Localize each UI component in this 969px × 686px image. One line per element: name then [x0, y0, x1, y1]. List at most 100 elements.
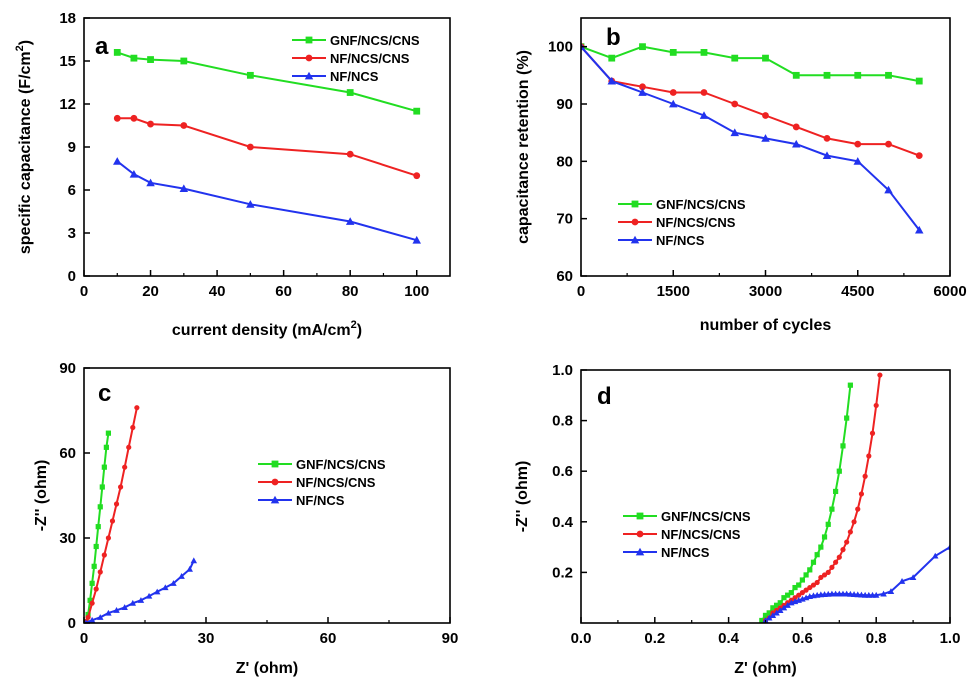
panel-c-point-2-3	[105, 609, 112, 616]
panel-d-legend-label-2: NF/NCS	[661, 545, 710, 560]
panel-d-point-1-28	[866, 453, 872, 459]
panel-a-point-1-6	[413, 172, 421, 180]
panel-a-point-1-1	[130, 114, 138, 122]
panel-d-point-1-31	[877, 372, 883, 378]
panel-b-xtick-label-1: 1500	[657, 283, 690, 300]
panel-a-point-1-4	[246, 143, 254, 151]
panel-d-point-0-20	[833, 488, 839, 495]
panel-b-xtick-label-2: 3000	[749, 283, 782, 300]
panel-d-point-2-32	[887, 588, 895, 594]
panel-b-point-1-8	[823, 135, 831, 142]
panel-c-ylabel: -Z'' (ohm)	[33, 460, 50, 532]
panel-c-point-2-7	[137, 597, 145, 603]
panel-d-point-0-15	[814, 552, 820, 558]
panel-b-letter: b	[606, 24, 621, 51]
panel-c-point-1-5	[101, 552, 107, 558]
panel-a-point-1-5	[346, 150, 354, 158]
panel-b-point-0-3	[669, 49, 677, 56]
panel-d-point-0-2	[766, 610, 772, 616]
panel-a-ytick-label-2: 6	[68, 182, 76, 199]
panel-b-legend-label-0: GNF/NCS/CNS	[656, 197, 746, 212]
panel-b-point-2-6	[761, 134, 770, 142]
panel-d-ytick-label-3: 0.8	[552, 413, 573, 430]
panel-b-legend-label-2: NF/NCS	[656, 233, 705, 248]
panel-a-series	[113, 49, 421, 244]
panel-c-legend: GNF/NCS/CNS NF/NCS/CNS NF/NCS	[258, 457, 386, 508]
panel-a-legend: GNF/NCS/CNS NF/NCS/CNS NF/NCS	[292, 33, 420, 84]
panel-a-xtick-label-4: 80	[342, 283, 359, 300]
panel-d-legend: GNF/NCS/CNS NF/NCS/CNS NF/NCS	[623, 509, 751, 560]
panel-c-point-1-6	[105, 535, 111, 541]
panel-c-xtick-label-0: 0	[80, 630, 88, 647]
panel-d-point-2-33	[898, 578, 906, 584]
panel-c-point-0-6	[95, 524, 101, 530]
panel-a-point-0-2	[147, 56, 154, 63]
panel-a-legend-marker-1	[305, 54, 313, 62]
panel-c-ytick-label-1: 30	[59, 530, 76, 547]
panel-c-point-1-1	[85, 614, 91, 620]
panel-b-point-1-9	[854, 140, 862, 148]
panel-a-legend-label-1: NF/NCS/CNS	[330, 51, 410, 66]
panel-c-point-1-13	[134, 405, 140, 411]
panel-d-point-2-6	[784, 602, 791, 608]
panel-d-point-1-21	[840, 547, 846, 553]
panel-a-point-2-5	[345, 217, 355, 225]
panel-a-point-0-0	[113, 49, 121, 56]
panel-a-letter: a	[95, 33, 109, 60]
panel-d-point-0-23	[844, 415, 850, 421]
panel-d-point-1-8	[792, 595, 798, 601]
panel-d-point-0-19	[829, 506, 835, 512]
panel-d-legend-marker-2	[635, 547, 645, 556]
panel-a-xtick-label-5: 100	[404, 283, 429, 300]
panel-d-point-1-30	[873, 402, 879, 409]
panel-b-ytick-label-1: 70	[556, 211, 573, 228]
panel-c-legend-label-2: NF/NCS	[296, 493, 345, 508]
panel-b-point-0-1	[608, 54, 616, 62]
panel-d-ytick-label-2: 0.6	[552, 463, 573, 480]
panel-b-point-2-8	[822, 151, 832, 159]
panel-a-point-1-3	[180, 122, 188, 129]
panel-a-legend-label-0: GNF/NCS/CNS	[330, 33, 420, 48]
panel-c-point-2-2	[97, 614, 104, 620]
panel-c-point-2-13	[186, 565, 193, 572]
panel-d-point-0-21	[836, 468, 842, 474]
panel-b-legend-label-1: NF/NCS/CNS	[656, 215, 736, 230]
panel-c-point-1-10	[122, 464, 128, 470]
panel-c-legend-label-1: NF/NCS/CNS	[296, 475, 376, 490]
panel-c-series	[84, 405, 198, 623]
panel-d-point-0-17	[821, 534, 828, 540]
panel-b-xtick-label-3: 4500	[841, 283, 874, 300]
panel-d-point-1-12	[807, 584, 813, 591]
panel-d-xtick-label-1: 0.2	[644, 630, 665, 647]
panel-d-point-0-10	[796, 582, 802, 588]
panel-b-ytick-label-3: 90	[556, 96, 573, 113]
panel-c-legend-marker-2	[270, 495, 280, 504]
panel-b-point-2-3	[669, 99, 678, 108]
panel-d-point-0-1	[762, 612, 769, 619]
panel-b-point-2-2	[638, 88, 647, 96]
panel-b-point-1-11	[915, 152, 923, 160]
panel-a-point-0-4	[246, 71, 254, 79]
panel-b-xtick-label-0: 0	[577, 283, 585, 300]
panel-d-frame	[580, 369, 951, 624]
panel-d-point-1-22	[844, 539, 850, 545]
panel-c-point-1-12	[130, 424, 136, 431]
panel-d-point-2-34	[909, 574, 917, 581]
panel-a-point-2-1	[129, 169, 139, 178]
panel-d-legend-marker-0	[636, 512, 644, 520]
panel-d-legend-label-1: NF/NCS/CNS	[661, 527, 741, 542]
panel-c-legend-marker-1	[271, 478, 279, 486]
panel-b-ytick-label-4: 100	[548, 39, 573, 56]
panel-d-line-0	[760, 385, 852, 622]
panel-c-xtick-label-1: 30	[198, 630, 215, 647]
panel-a-point-0-3	[180, 57, 188, 65]
panel-c-point-1-8	[113, 501, 120, 507]
panel-d-point-1-23	[847, 529, 853, 535]
panel-d-ytick-label-0: 0.2	[552, 564, 573, 581]
panel-b-point-1-2	[639, 83, 646, 91]
panel-b: 0 1500 3000 4500 6000 60 70 80 90 100 b number of c…	[515, 17, 967, 334]
panel-a-legend-marker-2	[304, 71, 314, 80]
panel-c-point-2-1	[88, 616, 96, 623]
panel-d-point-0-9	[792, 584, 798, 591]
